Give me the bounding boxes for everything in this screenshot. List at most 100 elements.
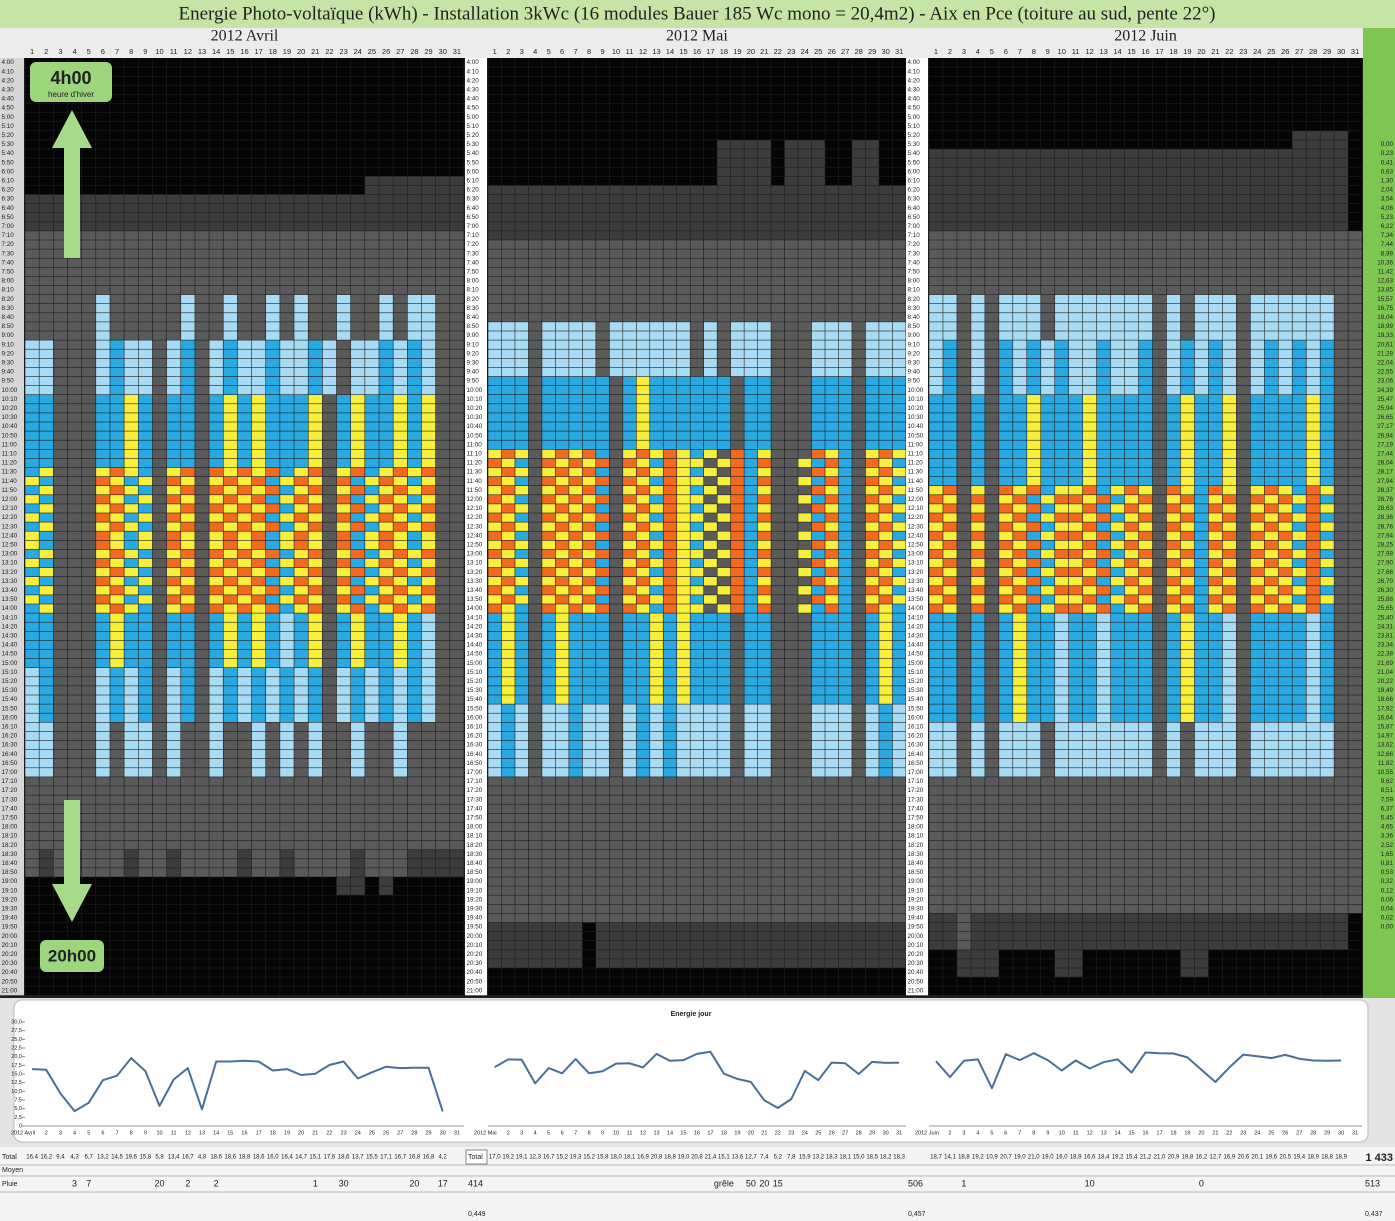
cell [379,913,393,923]
cell [435,595,450,604]
cell [636,249,650,258]
cell [435,749,450,759]
cell [636,458,650,468]
cell [237,167,252,176]
cell [852,313,866,322]
cell [25,422,39,431]
cell [677,112,690,122]
cell [110,431,124,440]
cell [825,467,839,477]
cell [892,313,906,322]
cell [53,831,68,841]
cell [393,185,408,195]
cell [852,122,866,131]
cell [838,167,852,176]
cell [266,167,280,176]
cell [379,358,393,368]
cell [223,267,238,277]
cell [251,713,266,722]
cell [237,122,252,131]
cell [892,176,906,186]
cell [223,840,238,850]
cell [195,431,209,440]
cell [879,467,893,477]
cell [209,613,223,622]
cell [838,194,852,204]
cell [852,486,866,495]
cell [379,749,393,759]
cell [596,213,610,222]
cell [195,531,209,540]
cell [744,185,758,195]
cell [166,349,181,358]
cell [407,467,422,477]
cell [379,831,393,841]
cell [336,740,351,750]
cell [528,294,542,304]
cell [421,631,436,641]
cell [308,959,323,968]
cell [703,94,717,104]
cell [166,668,181,677]
cell [596,203,610,213]
day-number: 8 [129,47,133,56]
cell [609,385,623,395]
cell [784,167,798,176]
cell [365,749,379,759]
cell [25,631,39,641]
cell [379,786,393,795]
cell [251,968,266,977]
cell [421,840,436,850]
cell [294,731,308,741]
cell [152,631,167,641]
cell [892,185,906,195]
cell [730,367,744,377]
cell [195,913,209,923]
cell [237,549,252,559]
cell [53,103,68,113]
cell [308,813,323,823]
cell [784,240,798,249]
cell [237,577,252,586]
cell [138,813,153,823]
day-number: 6 [560,47,564,56]
cell [181,886,195,895]
cell [623,176,636,186]
cell [798,385,812,395]
cell [450,622,464,631]
time-label: 5:30 [467,141,480,148]
cell [488,213,502,222]
cell [450,431,464,440]
cell [838,304,852,313]
cell [501,76,515,85]
cell [336,749,351,759]
time-label: 7:00 [467,223,480,230]
cell [717,258,731,267]
cell [152,122,167,131]
cell [488,285,502,295]
cell [350,931,365,941]
cell [879,495,893,504]
cell [152,722,167,732]
cell [501,449,515,459]
cell [251,613,266,622]
cell [393,649,408,659]
cell [515,304,529,313]
cell [407,567,422,577]
cell [703,476,717,486]
cell [393,540,408,550]
cell [811,495,825,504]
cell [251,886,266,895]
cell [838,103,852,113]
cell [515,504,529,513]
cell [266,467,280,477]
cell [825,322,839,331]
cell [209,94,223,104]
day-number: 15 [226,47,234,56]
cell [181,504,195,513]
cell [365,131,379,140]
cell [865,449,879,459]
cell [515,194,529,204]
cell [280,786,294,795]
cell [350,131,365,140]
